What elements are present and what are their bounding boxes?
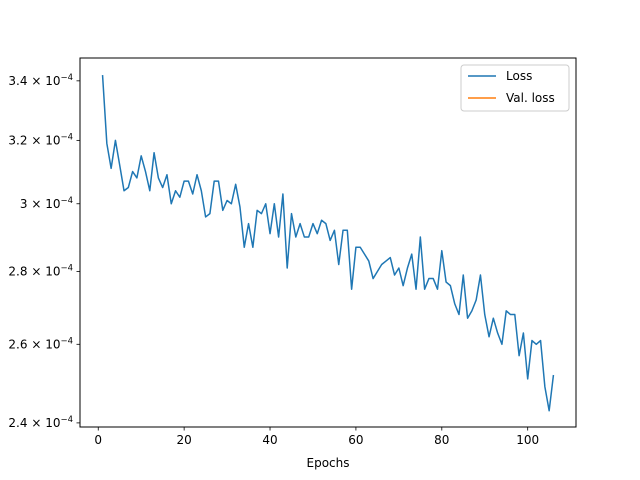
plot-lines bbox=[101, 75, 555, 412]
y-tick-label: 3.2 × 10−4 bbox=[8, 132, 73, 147]
x-tick-label: 80 bbox=[434, 433, 449, 447]
y-tick-label: 2.4 × 10−4 bbox=[8, 415, 73, 430]
series-line-0 bbox=[101, 75, 555, 412]
plot-frame bbox=[79, 57, 577, 428]
x-tick-label: 60 bbox=[348, 433, 363, 447]
x-tick-label: 100 bbox=[516, 433, 539, 447]
y-tick-label: 2.8 × 10−4 bbox=[8, 264, 73, 279]
x-tick-label: 40 bbox=[262, 433, 277, 447]
x-axis: 0 20 40 60 80 100 bbox=[94, 427, 539, 447]
legend: Loss Val. loss bbox=[460, 64, 570, 112]
x-axis-label: Epochs bbox=[307, 456, 350, 470]
x-tick-label: 20 bbox=[176, 433, 191, 447]
y-tick-label: 3 × 10−4 bbox=[20, 196, 73, 211]
legend-label: Loss bbox=[506, 69, 532, 83]
y-tick-label: 2.6 × 10−4 bbox=[8, 336, 73, 351]
legend-label: Val. loss bbox=[506, 91, 555, 105]
y-tick-label: 3.4 × 10−4 bbox=[8, 73, 73, 88]
y-axis: 2.4 × 10−4 2.6 × 10−4 2.8 × 10−4 3 × 10−4 3.… bbox=[8, 73, 80, 430]
x-tick-label: 0 bbox=[94, 433, 102, 447]
